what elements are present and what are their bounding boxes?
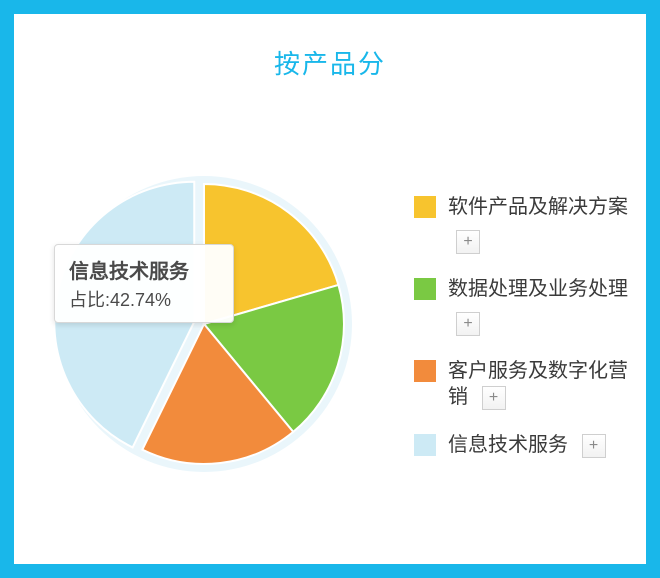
legend-item[interactable]: 客户服务及数字化营销 +	[414, 358, 644, 410]
legend-label: 软件产品及解决方案	[448, 194, 628, 220]
chart-tooltip: 信息技术服务 占比:42.74%	[54, 244, 234, 323]
expand-button[interactable]: +	[456, 230, 480, 254]
tooltip-title: 信息技术服务	[69, 255, 219, 284]
legend-item[interactable]: 信息技术服务 +	[414, 432, 644, 458]
legend-swatch	[414, 278, 436, 300]
legend-label: 客户服务及数字化营销 +	[448, 358, 644, 410]
pie-chart	[44, 164, 364, 484]
expand-button[interactable]: +	[582, 434, 606, 458]
tooltip-ratio-value: 42.74%	[110, 290, 171, 310]
chart-legend: 软件产品及解决方案+数据处理及业务处理+客户服务及数字化营销 +信息技术服务 +	[414, 194, 644, 480]
legend-item[interactable]: 数据处理及业务处理 +	[414, 276, 644, 336]
legend-swatch	[414, 434, 436, 456]
expand-button[interactable]: +	[482, 386, 506, 410]
legend-label: 信息技术服务 +	[448, 432, 606, 458]
legend-swatch	[414, 196, 436, 218]
chart-card: 按产品分 信息技术服务 占比:42.74% 软件产品及解决方案+数据处理及业务处…	[0, 0, 660, 578]
legend-swatch	[414, 360, 436, 382]
tooltip-ratio: 占比:42.74%	[69, 286, 219, 312]
legend-label: 数据处理及业务处理	[448, 276, 628, 302]
legend-item[interactable]: 软件产品及解决方案 +	[414, 194, 644, 254]
expand-button[interactable]: +	[456, 312, 480, 336]
tooltip-ratio-label: 占比:	[69, 290, 110, 310]
chart-title: 按产品分	[14, 14, 646, 81]
